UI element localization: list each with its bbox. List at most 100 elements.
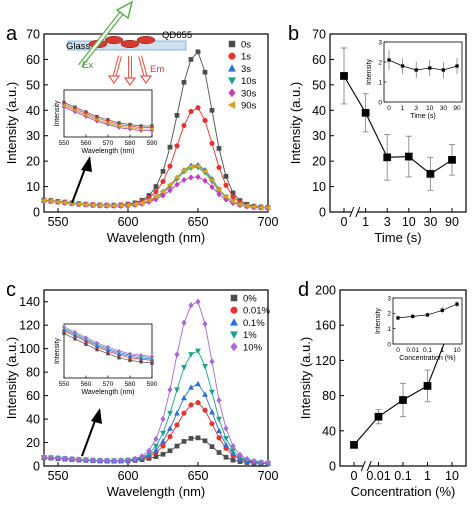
y-tick-label: 200	[315, 284, 336, 298]
data-point	[54, 198, 61, 205]
data-point	[209, 358, 215, 365]
x-tick-label: 1	[362, 215, 369, 229]
panel-c: 550 600 650 700 0 20 40 60 80 100 120 140 Wavelength…	[4, 279, 278, 499]
x-tick-label: 3	[384, 215, 391, 229]
data-point	[383, 153, 392, 162]
data-point	[209, 444, 215, 449]
y-axis-label: Intensity (a.u.)	[298, 337, 313, 419]
y-tick-label: 70	[312, 28, 326, 42]
data-point	[117, 202, 124, 209]
quantum-dot	[120, 39, 140, 49]
inset: 550 560 570 580 590 Wavelength (nm) Intensity	[54, 323, 158, 396]
inset-point	[400, 64, 405, 68]
x-tick-label: 0	[341, 215, 348, 229]
data-point	[448, 156, 456, 164]
data-point	[209, 183, 215, 191]
pointer-arrowhead	[81, 156, 92, 172]
data-point	[202, 177, 208, 184]
y-axis-label: Intensity (a.u.)	[4, 337, 19, 419]
data-point	[76, 456, 82, 463]
legend-label: 0s	[241, 40, 251, 51]
data-point	[258, 459, 264, 466]
inset-y-label: Intensity	[54, 337, 61, 364]
data-point	[166, 181, 173, 188]
legend-label: 10%	[243, 342, 263, 353]
legend-marker	[227, 64, 237, 72]
data-point	[139, 453, 145, 460]
data-point	[202, 69, 208, 75]
y-tick-label: 40	[26, 413, 40, 427]
inset-x-label: Wavelength (nm)	[81, 148, 134, 155]
inset-y-tick-label: 2	[378, 59, 382, 66]
data-point	[145, 197, 152, 204]
inset-point	[105, 120, 110, 125]
inset-point	[425, 313, 430, 317]
data-point	[174, 351, 180, 358]
quantum-dot	[136, 35, 156, 45]
y-tick-label: 50	[312, 78, 326, 92]
legend-marker	[229, 318, 239, 326]
x-tick-label: 650	[188, 469, 209, 483]
panel-letter: a	[6, 23, 18, 45]
data-point	[48, 454, 54, 461]
data-point	[230, 442, 236, 450]
axis-break-mark	[355, 206, 361, 218]
data-point	[195, 298, 201, 305]
inset-y-tick-label: 1	[387, 326, 391, 333]
x-tick-label: 10	[445, 469, 459, 483]
inset-x-tick-label: 1	[440, 347, 444, 354]
inset-point	[455, 302, 459, 306]
inset-x-tick-label: 550	[59, 140, 70, 147]
series-10%	[41, 298, 271, 467]
inset-x-tick-label: 1	[401, 105, 405, 112]
data-point	[216, 416, 222, 423]
y-tick-label: 40	[322, 424, 336, 438]
data-point	[194, 163, 201, 170]
axis-break-gap	[351, 207, 358, 217]
data-point	[195, 105, 201, 111]
data-point	[61, 199, 68, 206]
data-point	[404, 152, 413, 161]
data-point	[160, 168, 166, 174]
legend-marker	[227, 100, 236, 110]
y-tick-label: 60	[26, 53, 40, 67]
inset-series-90s	[61, 103, 154, 132]
data-point	[167, 386, 173, 393]
data-point	[195, 400, 201, 406]
data-point	[250, 203, 257, 210]
schematic-label-qd: QD655	[162, 30, 192, 41]
x-axis-label: Concentration (%)	[351, 484, 456, 499]
data-point	[153, 447, 159, 453]
legend-label: 1%	[243, 330, 257, 341]
x-tick-label: 10	[402, 215, 416, 229]
panel-letter: c	[6, 279, 16, 301]
data-point	[188, 352, 194, 358]
data-point	[124, 202, 131, 209]
data-point	[350, 441, 358, 449]
legend-marker	[229, 331, 239, 339]
data-point	[237, 451, 243, 459]
data-point	[223, 454, 229, 460]
data-point	[167, 410, 173, 417]
x-tick-label: 650	[188, 215, 209, 229]
data-point	[216, 164, 222, 171]
y-tick-label: 30	[26, 129, 40, 143]
inset-point	[127, 125, 132, 130]
inset-x-tick-label: 580	[125, 381, 136, 388]
data-point	[216, 397, 222, 404]
data-point	[69, 455, 75, 463]
x-tick-label: 550	[48, 469, 69, 483]
schematic-label-ex: Ex	[82, 60, 93, 71]
inset-point	[414, 68, 418, 72]
data-point	[104, 457, 110, 464]
y-tick-label: 10	[312, 180, 326, 194]
data-point	[83, 456, 89, 464]
inset-point	[94, 117, 99, 122]
emission-arrow-inner	[113, 55, 121, 79]
emission-arrow-inner	[139, 55, 147, 79]
legend-marker	[230, 342, 238, 352]
inset-frame	[392, 297, 463, 345]
schematic: QD655 Glass Ex Em	[66, 0, 192, 87]
